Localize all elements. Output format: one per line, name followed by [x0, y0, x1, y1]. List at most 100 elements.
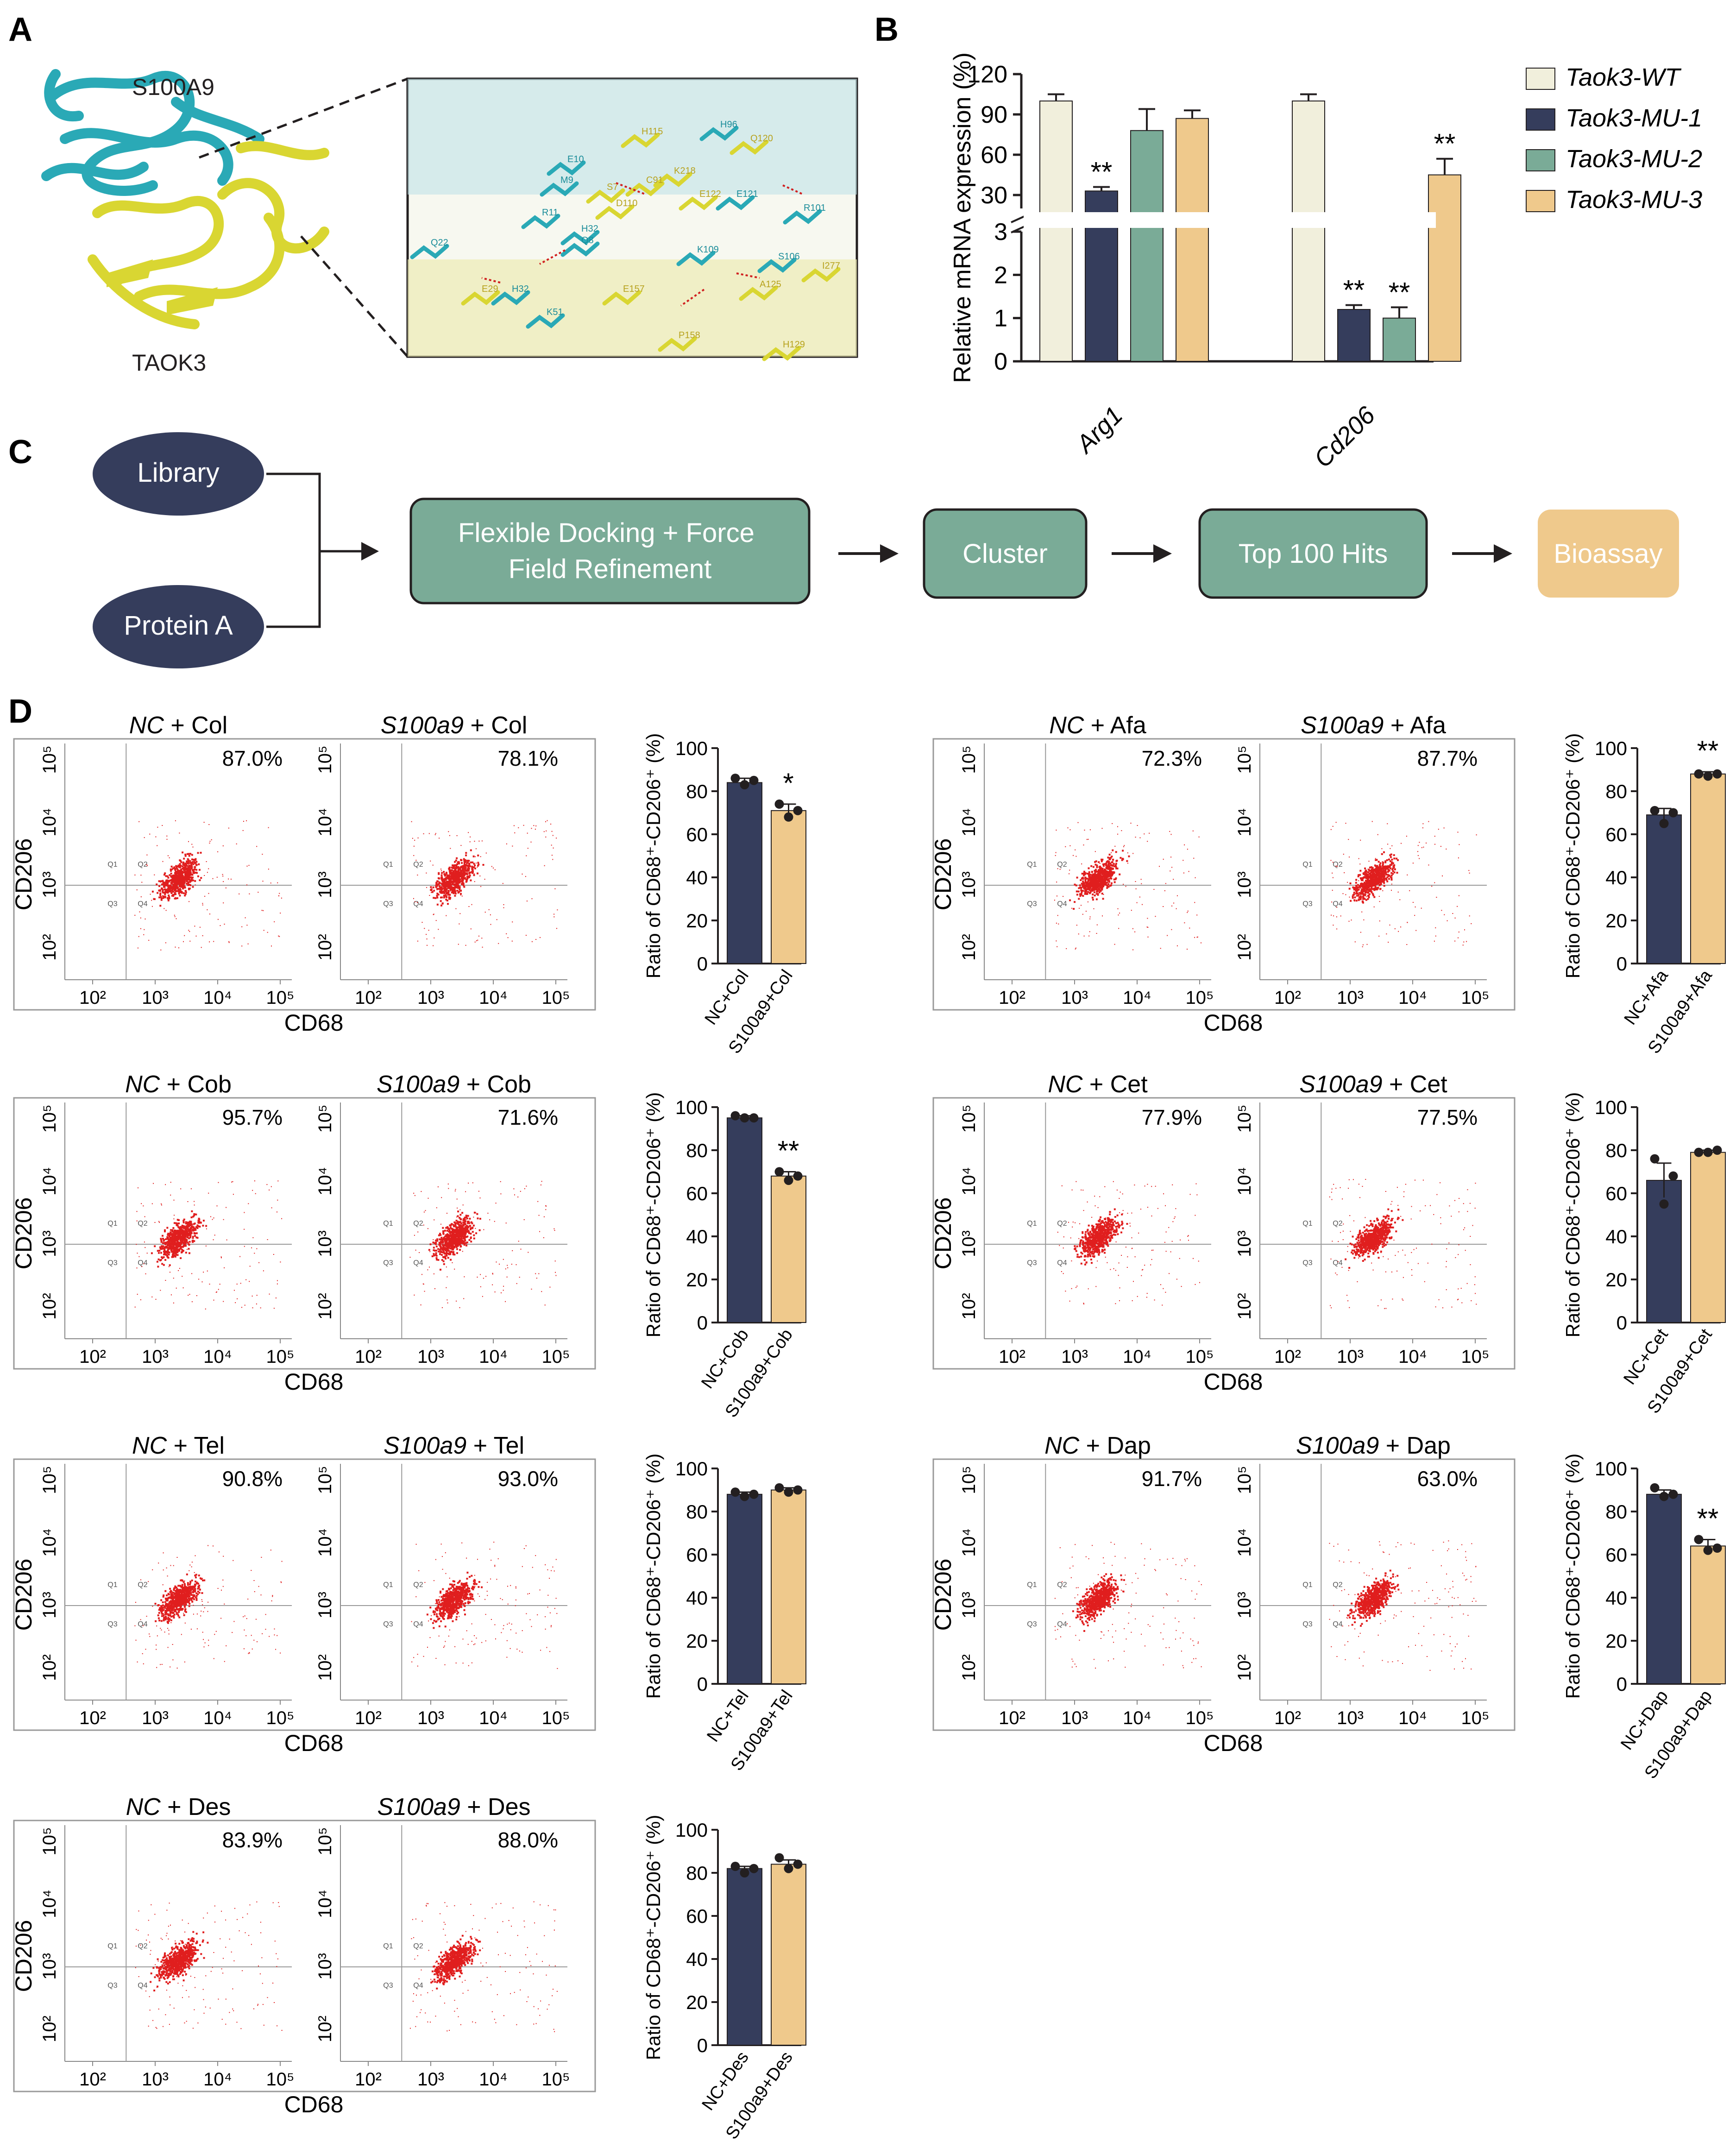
ratio-ylabel: Ratio of CD68⁺-CD206⁺ (%)	[642, 1092, 664, 1338]
flow-quadrant-label: Q1	[1027, 1581, 1037, 1589]
residue-stick	[540, 181, 579, 197]
residue-stick	[783, 209, 822, 225]
flow-ytick-label: 10⁴	[39, 1167, 60, 1196]
flow-xtick-label: 10⁴	[479, 2069, 508, 2090]
top-hits-label: Top 100 Hits	[1239, 539, 1388, 569]
b-legend-label: Taok3-MU-2	[1566, 145, 1702, 173]
ratio-ytick-label: 60	[686, 1183, 708, 1204]
residue-stick	[521, 214, 560, 229]
residue-stick	[739, 285, 778, 301]
flow-xtick-label: 10³	[142, 1347, 169, 1367]
flow-ytick-label: 10⁵	[1234, 1466, 1255, 1494]
flow-ytick-label: 10⁴	[39, 1528, 60, 1557]
flow-group-afa: NC + Afa Q1 Q2 Q3 Q4 72.3% 10² 10² 10³ 10³ 10⁴ 10⁴ 1…	[930, 712, 1726, 1057]
b-bar	[1292, 101, 1325, 362]
ratio-ytick-label: 40	[686, 1226, 708, 1247]
residue-stick	[801, 267, 841, 283]
ratio-datapoint	[1668, 808, 1678, 818]
flow-xlabel: CD68	[284, 1730, 344, 1756]
flow-xtick-label: 10³	[1061, 1708, 1088, 1728]
flow-ytick-label: 10³	[315, 1953, 335, 1980]
ratio-ytick-label: 40	[686, 867, 708, 888]
flow-xtick-label: 10⁴	[479, 1347, 508, 1367]
flow-plot-title: NC + Afa	[1049, 712, 1146, 739]
residue-label: H32	[581, 224, 598, 234]
ratio-ytick-label: 80	[1605, 1501, 1627, 1523]
flow-quadrant-label: Q2	[1057, 1220, 1067, 1228]
flow-plot-title: NC + Col	[129, 712, 227, 739]
b-ytick-label: 1	[994, 305, 1007, 332]
flow-quadrant-label: Q1	[1027, 861, 1037, 869]
flow-xtick-label: 10⁵	[1185, 1708, 1214, 1728]
ratio-datapoint	[1703, 771, 1713, 781]
flow-ytick-label: 10⁴	[1234, 808, 1255, 837]
flow-xtick-label: 10³	[142, 1708, 169, 1728]
flow-xtick-label: 10²	[1274, 1708, 1301, 1728]
b-break-gap	[1024, 212, 1436, 228]
flow-ytick-label: 10⁴	[1234, 1167, 1255, 1196]
flow-xtick-label: 10⁴	[1398, 1708, 1427, 1728]
ratio-datapoint	[740, 1492, 749, 1501]
flow-panel-frame	[13, 1458, 596, 1731]
panel-d-flow-cytometry: NC + Col Q1 Q2 Q3 Q4 87.0% 10² 10² 10³ 10³ 10⁴ 10⁴ 1…	[11, 712, 1726, 2143]
hydrogen-bond	[481, 277, 501, 283]
flow-xtick-label: 10⁴	[1123, 988, 1151, 1008]
flow-quadrant-label: Q2	[138, 861, 147, 869]
ratio-datapoint	[749, 1113, 759, 1123]
flow-quadrant-label: Q2	[413, 1942, 423, 1950]
flow-xtick-label: 10⁵	[1461, 1708, 1489, 1728]
flow-scatter-events	[1329, 1540, 1477, 1671]
ratio-ytick-label: 0	[1616, 1673, 1627, 1695]
residue-label: E121	[736, 189, 758, 199]
residue-label: H32	[512, 284, 529, 294]
ratio-datapoint	[774, 1853, 784, 1863]
ratio-datapoint	[730, 1111, 740, 1121]
ratio-datapoint	[793, 806, 803, 815]
flow-quadrant-label: Q1	[1027, 1220, 1037, 1228]
residue-stick	[547, 160, 586, 176]
flow-scatter-events	[411, 1542, 558, 1669]
residue-label: H96	[720, 120, 737, 130]
merge-bracket	[266, 472, 361, 628]
flow-ytick-label: 10⁵	[315, 1104, 335, 1133]
b-bar	[1176, 118, 1209, 362]
ratio-datapoint	[1694, 769, 1704, 779]
flow-xtick-label: 10²	[355, 1708, 382, 1728]
flow-ytick-label: 10⁵	[39, 1466, 60, 1494]
b-bar	[1130, 130, 1164, 362]
flow-ytick-label: 10³	[959, 871, 979, 898]
ratio-datapoint	[1712, 1146, 1722, 1155]
ratio-datapoint	[793, 1171, 803, 1181]
residue-label: E10	[567, 154, 584, 164]
flow-xlabel: CD68	[1204, 1010, 1263, 1036]
residue-label: P158	[679, 330, 700, 340]
flow-ytick-label: 10²	[39, 2016, 60, 2042]
ratio-datapoint	[784, 1864, 793, 1873]
flow-ylabel: CD206	[11, 1920, 37, 1992]
residue-stick	[410, 244, 449, 259]
flow-quadrant-label: Q2	[413, 861, 423, 869]
panel-a-structure: S100A9 TAOK3 H115 H96 Q120 E10 K218 C91 E122 E1…	[41, 69, 858, 376]
ratio-ytick-label: 80	[686, 1862, 708, 1884]
ratio-ytick-label: 100	[675, 1458, 708, 1480]
residue-label: Q22	[431, 238, 448, 248]
cluster-label: Cluster	[962, 539, 1048, 569]
flow-quadrant-label: Q1	[107, 1220, 117, 1228]
flow-quadrant-label: Q2	[138, 1581, 147, 1589]
b-significance: **	[1091, 157, 1113, 188]
ratio-ylabel: Ratio of CD68⁺-CD206⁺ (%)	[642, 733, 664, 979]
merge-arrowhead	[361, 542, 379, 561]
flow-percentage: 77.9%	[1142, 1105, 1202, 1129]
flow-ytick-label: 10⁵	[1234, 1104, 1255, 1133]
residue-label: E157	[623, 284, 645, 294]
flow-ytick-label: 10⁵	[959, 1466, 979, 1494]
ratio-ytick-label: 60	[686, 1544, 708, 1566]
ratio-ytick-label: 40	[1605, 867, 1627, 888]
b-bar	[1039, 101, 1073, 362]
flow-ytick-label: 10²	[1234, 1654, 1255, 1681]
ratio-bar	[1690, 773, 1726, 964]
ratio-ytick-label: 40	[1605, 1226, 1627, 1247]
residue-label: E29	[482, 284, 498, 294]
ratio-datapoint	[1659, 819, 1669, 828]
